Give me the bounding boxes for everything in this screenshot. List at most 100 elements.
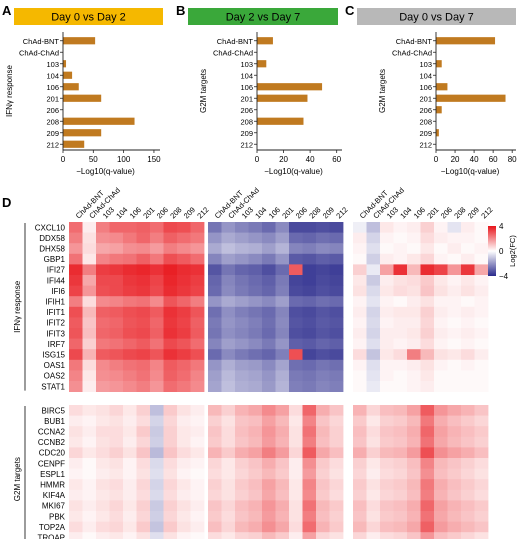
heatmap-cell xyxy=(69,447,83,459)
heatmap-cell xyxy=(474,532,489,539)
heatmap-column-label: 106 xyxy=(412,205,427,220)
heatmap-cell xyxy=(420,521,435,533)
heatmap-cell xyxy=(275,370,290,382)
heatmap-cell xyxy=(177,381,191,392)
chart-3-category-label: 206 xyxy=(419,106,432,115)
heatmap-cell xyxy=(82,296,97,308)
heatmap-cell xyxy=(190,415,205,427)
heatmap-cell xyxy=(221,232,236,244)
heatmap-cell xyxy=(420,468,435,480)
panel-letter-d: D xyxy=(2,195,11,210)
heatmap-cell xyxy=(163,285,178,297)
heatmap-cell xyxy=(96,349,110,361)
heatmap-cell xyxy=(407,306,421,318)
heatmap-cell xyxy=(190,405,205,416)
heatmap-cell xyxy=(177,285,191,297)
heatmap-cell xyxy=(420,532,435,539)
heatmap-cell xyxy=(353,264,367,276)
heatmap-cell xyxy=(163,317,178,329)
heatmap-cell xyxy=(235,359,249,371)
heatmap-cell xyxy=(221,285,236,297)
heatmap-cell xyxy=(353,275,367,286)
chart-2-xtick-label: 40 xyxy=(306,155,315,164)
heatmap-cell xyxy=(316,447,330,459)
heatmap-cell xyxy=(434,359,448,371)
heatmap-cell xyxy=(461,468,475,480)
chart-3-category-label: 209 xyxy=(419,129,432,138)
heatmap-cell xyxy=(447,285,462,297)
heatmap-cell xyxy=(123,275,137,286)
heatmap-cell xyxy=(316,222,330,233)
heatmap-cell xyxy=(420,405,435,416)
chart-1-bar xyxy=(63,117,135,125)
heatmap-cell xyxy=(366,359,381,371)
heatmap-row-label: GBP1 xyxy=(44,255,66,264)
heatmap-cell xyxy=(150,306,164,318)
heatmap-cell xyxy=(96,253,110,265)
heatmap-cell xyxy=(420,243,435,255)
heatmap-column-label: 212 xyxy=(479,205,494,220)
heatmap-cell xyxy=(82,349,97,361)
heatmap-cell xyxy=(393,532,408,539)
heatmap-cell xyxy=(289,264,303,276)
heatmap-cell xyxy=(434,370,448,382)
heatmap-cell xyxy=(302,317,317,329)
heatmap-cell xyxy=(407,458,421,469)
heatmap-cell xyxy=(136,458,151,469)
heatmap-cell xyxy=(289,306,303,318)
heatmap-cell xyxy=(275,285,290,297)
heatmap-cell xyxy=(235,328,249,339)
heatmap-cell xyxy=(248,253,263,265)
heatmap-cell xyxy=(248,500,263,512)
heatmap-cell xyxy=(235,232,249,244)
heatmap-cell xyxy=(329,243,344,255)
heatmap-cell xyxy=(289,275,303,286)
heatmap-cell xyxy=(177,405,191,416)
heatmap-cell xyxy=(461,222,475,233)
heatmap-cell xyxy=(109,243,124,255)
heatmap-cell xyxy=(208,328,222,339)
heatmap-cell xyxy=(82,253,97,265)
heatmap-cell xyxy=(434,328,448,339)
heatmap-cell xyxy=(208,489,222,501)
heatmap-cell xyxy=(82,328,97,339)
heatmap-cell xyxy=(316,338,330,350)
heatmap-cell xyxy=(82,359,97,371)
heatmap-cell xyxy=(302,458,317,469)
heatmap-cell xyxy=(248,532,263,539)
heatmap-cell xyxy=(190,381,205,392)
heatmap-cell xyxy=(447,370,462,382)
heatmap-cell xyxy=(289,532,303,539)
heatmap-cell xyxy=(262,532,276,539)
heatmap-cell xyxy=(302,338,317,350)
heatmap-cell xyxy=(82,275,97,286)
heatmap-cell xyxy=(474,359,489,371)
heatmap-cell xyxy=(474,349,489,361)
heatmap-cell xyxy=(136,359,151,371)
heatmap-cell xyxy=(221,489,236,501)
heatmap-cell xyxy=(461,253,475,265)
heatmap-cell xyxy=(123,381,137,392)
heatmap-cell xyxy=(366,328,381,339)
heatmap-cell xyxy=(150,243,164,255)
heatmap-cell xyxy=(353,243,367,255)
heatmap-cell xyxy=(190,317,205,329)
heatmap-cell xyxy=(69,489,83,501)
heatmap-cell xyxy=(434,532,448,539)
heatmap-cell xyxy=(96,306,110,318)
chart-2-category-label: ChAd-ChAd xyxy=(213,48,253,57)
heatmap-cell xyxy=(366,426,381,438)
heatmap-cell xyxy=(82,458,97,469)
heatmap-cell xyxy=(109,317,124,329)
chart-2-xtick-label: 60 xyxy=(332,155,341,164)
heatmap-cell xyxy=(109,253,124,265)
heatmap-cell xyxy=(221,296,236,308)
heatmap-cell xyxy=(461,447,475,459)
heatmap-cell xyxy=(393,511,408,522)
heatmap-cell xyxy=(177,458,191,469)
heatmap-cell xyxy=(177,370,191,382)
heatmap-row-label: IFI44 xyxy=(47,276,66,285)
heatmap-row-label: ISG15 xyxy=(42,351,65,360)
heatmap-cell xyxy=(434,275,448,286)
heatmap-cell xyxy=(316,468,330,480)
